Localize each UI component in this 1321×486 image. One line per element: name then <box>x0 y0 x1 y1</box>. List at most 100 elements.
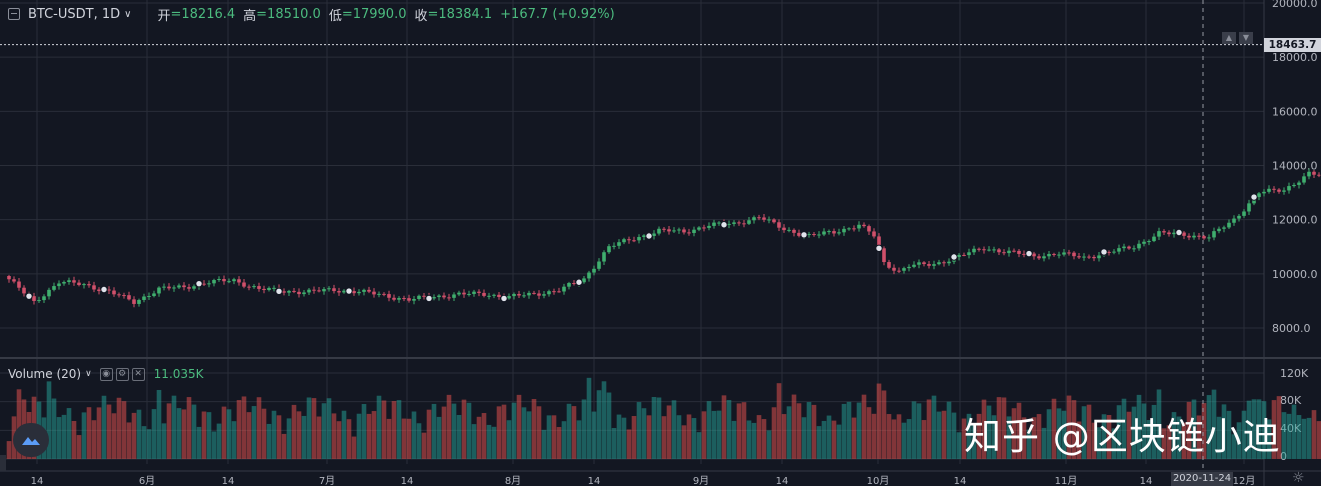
candle-body <box>1022 253 1026 255</box>
volume-label[interactable]: Volume (20) <box>8 367 82 381</box>
volume-bar <box>941 410 947 459</box>
volume-bar <box>1106 414 1112 459</box>
volume-bar <box>71 420 77 459</box>
candle-body <box>637 237 641 241</box>
volume-bar <box>1316 421 1321 459</box>
chevron-down-icon[interactable]: ∨ <box>124 8 132 20</box>
arrow-down-icon[interactable]: ▼ <box>1239 32 1253 44</box>
candle-body <box>607 246 611 253</box>
volume-bar <box>161 423 167 459</box>
candle-body <box>1292 184 1296 187</box>
volume-bar <box>256 397 262 459</box>
candle-body <box>12 279 16 282</box>
candle-body <box>442 295 446 298</box>
candle-body <box>257 286 261 289</box>
close-icon[interactable]: ✕ <box>131 367 145 381</box>
ma-marker <box>800 231 808 239</box>
candle-body <box>367 289 371 292</box>
volume-bar <box>141 426 147 459</box>
scroll-left-handle[interactable] <box>0 455 6 471</box>
candle-body <box>717 222 721 224</box>
volume-bar <box>951 412 957 459</box>
candle-body <box>52 286 56 290</box>
volume-bar <box>456 414 462 459</box>
volume-bar <box>666 405 672 459</box>
candle-body <box>1077 256 1081 258</box>
volume-bar <box>1311 410 1317 459</box>
volume-bar <box>326 398 332 459</box>
candle-body <box>487 295 491 297</box>
collapse-icon[interactable] <box>8 8 20 20</box>
candle-body <box>1212 231 1216 238</box>
candle-body <box>157 287 161 294</box>
volume-bar <box>81 412 87 459</box>
volume-bar <box>886 414 892 459</box>
candle-body <box>832 231 836 234</box>
volume-bar <box>286 418 292 459</box>
volume-bar <box>921 420 927 459</box>
candle-body <box>1232 218 1236 223</box>
candle-body <box>1157 231 1161 237</box>
volume-bar <box>166 403 172 459</box>
volume-bar <box>346 419 352 459</box>
volume-bar <box>576 420 582 459</box>
volume-bar <box>936 411 942 459</box>
settings-gear-icon[interactable]: ☼ <box>1292 470 1305 486</box>
volume-bar <box>726 400 732 459</box>
volume-bar <box>1151 404 1157 459</box>
candle-body <box>117 294 121 296</box>
volume-bar <box>721 395 727 459</box>
chevron-down-icon[interactable]: ∨ <box>85 369 92 379</box>
volume-bar <box>871 413 877 459</box>
candle-body <box>1207 237 1211 239</box>
candle-body <box>67 280 71 283</box>
candle-body <box>1042 256 1046 259</box>
candle-body <box>1167 232 1171 235</box>
volume-bar <box>1036 414 1042 459</box>
volume-bar <box>1096 427 1102 459</box>
volume-bar <box>596 390 602 459</box>
volume-bar <box>251 406 257 459</box>
candle-body <box>447 297 451 299</box>
volume-bar <box>476 416 482 459</box>
volume-bar <box>1086 404 1092 459</box>
volume-bar <box>501 404 507 459</box>
volume-bar <box>896 414 902 459</box>
volume-bar <box>1306 417 1312 459</box>
volume-bar <box>856 402 862 459</box>
volume-bar <box>351 436 357 459</box>
candle-body <box>532 292 536 294</box>
volume-bar <box>571 406 577 459</box>
volume-bar <box>216 423 222 459</box>
volume-bar <box>131 412 137 459</box>
volume-bar <box>646 415 652 459</box>
ma-marker <box>1250 193 1258 201</box>
candle-body <box>862 224 866 227</box>
volume-bar <box>56 417 62 459</box>
candle-body <box>1172 232 1176 235</box>
candle-body <box>582 278 586 283</box>
volume-bar <box>566 403 572 459</box>
volume-bar <box>1006 416 1012 459</box>
volume-bar <box>786 406 792 459</box>
symbol-label[interactable]: BTC-USDT, 1D <box>28 6 121 22</box>
arrow-up-icon[interactable]: ▲ <box>1222 32 1236 44</box>
candle-body <box>1062 252 1066 255</box>
candle-body <box>357 291 361 294</box>
candle-body <box>932 264 936 266</box>
candle-body <box>162 286 166 288</box>
candle-body <box>992 249 996 251</box>
candle-body <box>462 292 466 295</box>
volume-bar <box>676 415 682 459</box>
eye-icon[interactable]: ◉ <box>99 367 113 381</box>
volume-bar <box>181 409 187 459</box>
volume-bar <box>316 416 322 459</box>
gear-icon[interactable]: ⚙ <box>115 367 129 381</box>
ma-marker <box>425 294 433 303</box>
volume-bar <box>1261 401 1267 459</box>
volume-bar <box>826 415 832 459</box>
candle-body <box>417 295 421 299</box>
candle-body <box>437 295 441 298</box>
candle-body <box>762 217 766 220</box>
